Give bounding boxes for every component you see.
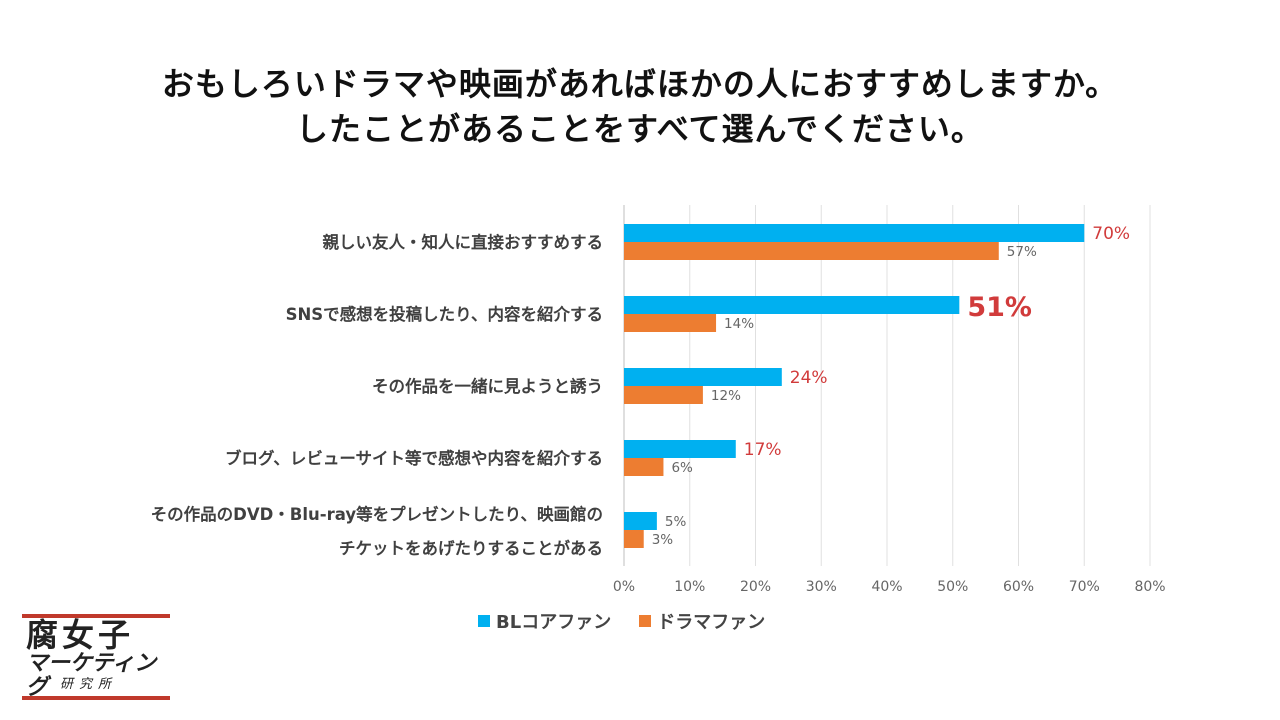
data-label-bl-core: 51%: [967, 292, 1032, 323]
data-label-drama: 57%: [1007, 244, 1037, 260]
logo-line-2: マーケティング: [26, 651, 157, 700]
chart-title-line-1: おもしろいドラマや映画があればほかの人におすすめしますか。: [161, 65, 1119, 103]
legend-swatch-drama: [639, 615, 652, 627]
bar-bl-core: [624, 368, 782, 386]
bar-drama: [624, 530, 644, 548]
category-label: その作品を一緒に見ようと誘う: [372, 376, 603, 396]
bar-bl-core: [624, 224, 1085, 242]
x-tick-label: 10%: [674, 579, 705, 595]
x-tick-label: 20%: [740, 579, 771, 595]
category-label: SNSで感想を投稿したり、内容を紹介する: [286, 304, 603, 324]
data-label-bl-core: 24%: [790, 368, 828, 388]
bars: [624, 224, 1085, 548]
data-label-drama: 3%: [652, 532, 674, 548]
bar-bl-core: [624, 296, 960, 314]
legend-swatch-bl-core: [478, 615, 490, 627]
bar-drama: [624, 458, 664, 476]
data-label-drama: 12%: [711, 388, 741, 404]
data-label-drama: 14%: [724, 316, 754, 332]
labels: 0% 10% 20% 30% 40% 50% 60% 70% 80% 親しい友人・知人に直接おすす…: [151, 224, 1166, 595]
bar-drama: [624, 314, 717, 332]
legend-label-bl-core: BLコアファン: [496, 612, 612, 633]
x-tick-label: 30%: [806, 579, 837, 595]
data-label-drama: 6%: [671, 460, 693, 476]
bar-drama: [624, 386, 703, 404]
legend-item-bl-core: BLコアファン: [478, 608, 611, 634]
legend-item-drama: ドラマファン: [639, 608, 765, 634]
x-tick-label: 80%: [1134, 579, 1165, 595]
bar-bl-core: [624, 440, 736, 458]
x-tick-label: 60%: [1003, 579, 1034, 595]
category-label: チケットをあげたりすることがある: [339, 538, 603, 558]
x-tick-label: 70%: [1069, 579, 1100, 595]
category-label: 親しい友人・知人に直接おすすめする: [323, 232, 604, 252]
logo: 腐女子 マーケティング 研究所: [22, 614, 170, 700]
chart-title: おもしろいドラマや映画があればほかの人におすすめしますか。 したことがあることを…: [0, 62, 1280, 152]
legend-label-drama: ドラマファン: [657, 612, 766, 633]
chart-title-line-2: したことがあることをすべて選んでください。: [296, 110, 984, 148]
data-label-bl-core: 5%: [665, 514, 687, 530]
bar-drama: [624, 242, 999, 260]
category-label: ブログ、レビューサイト等で感想や内容を紹介する: [225, 448, 603, 468]
data-label-bl-core: 70%: [1092, 224, 1130, 244]
logo-line-1: 腐女子: [26, 616, 135, 654]
category-label: その作品のDVD・Blu-ray等をプレゼントしたり、映画館の: [151, 504, 603, 524]
x-tick-label: 0%: [613, 579, 635, 595]
bar-bl-core: [624, 512, 657, 530]
x-tick-label: 50%: [937, 579, 968, 595]
logo-top-rule: [22, 614, 170, 618]
logo-line-3: 研究所: [60, 677, 118, 692]
logo-bottom-rule: [22, 696, 170, 700]
legend: BLコアファン ドラマファン: [478, 608, 765, 634]
x-tick-label: 40%: [871, 579, 902, 595]
data-label-bl-core: 17%: [744, 440, 782, 460]
